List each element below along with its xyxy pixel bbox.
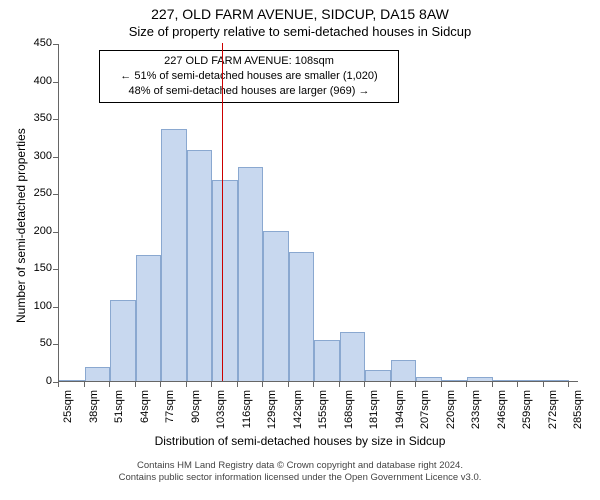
y-tick-label: 250	[24, 187, 52, 199]
x-tick-mark	[58, 382, 59, 387]
x-tick-label: 25sqm	[62, 390, 74, 444]
y-tick-mark	[53, 269, 58, 270]
y-tick-mark	[53, 119, 58, 120]
plot-area: 227 OLD FARM AVENUE: 108sqm ← 51% of sem…	[58, 44, 578, 382]
y-tick-label: 200	[24, 225, 52, 237]
histogram-bar	[391, 360, 417, 381]
x-tick-mark	[415, 382, 416, 387]
chart-footer: Contains HM Land Registry data © Crown c…	[0, 460, 600, 485]
x-tick-label: 207sqm	[419, 390, 431, 444]
x-tick-label: 259sqm	[521, 390, 533, 444]
histogram-bar	[467, 377, 493, 381]
x-tick-label: 155sqm	[317, 390, 329, 444]
histogram-bar	[416, 377, 442, 381]
y-tick-label: 350	[24, 112, 52, 124]
x-tick-mark	[568, 382, 569, 387]
x-tick-mark	[211, 382, 212, 387]
property-marker-line	[222, 43, 223, 381]
chart-subtitle: Size of property relative to semi-detach…	[0, 24, 600, 39]
x-tick-label: 77sqm	[164, 390, 176, 444]
histogram-bar	[136, 255, 162, 381]
y-tick-label: 450	[24, 37, 52, 49]
x-tick-mark	[492, 382, 493, 387]
annotation-line2: ← 51% of semi-detached houses are smalle…	[106, 69, 392, 84]
y-tick-mark	[53, 232, 58, 233]
x-tick-mark	[339, 382, 340, 387]
y-tick-mark	[53, 307, 58, 308]
histogram-bar	[314, 340, 340, 381]
y-tick-mark	[53, 82, 58, 83]
histogram-bar	[493, 380, 519, 381]
x-tick-mark	[109, 382, 110, 387]
histogram-bar	[263, 231, 289, 381]
y-tick-mark	[53, 194, 58, 195]
histogram-bar	[238, 167, 264, 381]
y-tick-mark	[53, 344, 58, 345]
annotation-box: 227 OLD FARM AVENUE: 108sqm ← 51% of sem…	[99, 50, 399, 103]
x-tick-mark	[543, 382, 544, 387]
y-tick-mark	[53, 157, 58, 158]
y-tick-label: 150	[24, 262, 52, 274]
x-tick-mark	[466, 382, 467, 387]
x-tick-label: 90sqm	[190, 390, 202, 444]
x-tick-mark	[84, 382, 85, 387]
y-tick-label: 300	[24, 150, 52, 162]
x-tick-label: 51sqm	[113, 390, 125, 444]
histogram-bar	[289, 252, 315, 381]
y-tick-label: 0	[24, 375, 52, 387]
histogram-bar	[187, 150, 213, 381]
chart-title: 227, OLD FARM AVENUE, SIDCUP, DA15 8AW	[0, 6, 600, 22]
x-tick-label: 220sqm	[445, 390, 457, 444]
x-tick-label: 103sqm	[215, 390, 227, 444]
histogram-bar	[212, 180, 238, 381]
histogram-bar	[365, 370, 391, 381]
x-tick-mark	[262, 382, 263, 387]
footer-line2: Contains public sector information licen…	[0, 472, 600, 484]
histogram-bar	[59, 380, 85, 381]
x-tick-label: 64sqm	[139, 390, 151, 444]
x-tick-mark	[390, 382, 391, 387]
x-tick-mark	[135, 382, 136, 387]
x-tick-label: 181sqm	[368, 390, 380, 444]
x-tick-label: 142sqm	[292, 390, 304, 444]
annotation-line3: 48% of semi-detached houses are larger (…	[106, 84, 392, 99]
x-tick-label: 116sqm	[241, 390, 253, 444]
histogram-bar	[442, 380, 468, 381]
histogram-bar	[110, 300, 136, 381]
y-tick-label: 50	[24, 337, 52, 349]
x-tick-label: 38sqm	[88, 390, 100, 444]
x-tick-label: 168sqm	[343, 390, 355, 444]
x-tick-mark	[517, 382, 518, 387]
y-tick-label: 400	[24, 75, 52, 87]
x-tick-mark	[288, 382, 289, 387]
y-tick-label: 100	[24, 300, 52, 312]
y-tick-mark	[53, 44, 58, 45]
x-tick-label: 194sqm	[394, 390, 406, 444]
histogram-bar	[544, 380, 570, 381]
x-tick-label: 233sqm	[470, 390, 482, 444]
x-tick-label: 129sqm	[266, 390, 278, 444]
histogram-bar	[161, 129, 187, 381]
x-tick-label: 285sqm	[572, 390, 584, 444]
x-tick-label: 272sqm	[547, 390, 559, 444]
x-tick-mark	[313, 382, 314, 387]
x-tick-mark	[186, 382, 187, 387]
x-tick-mark	[364, 382, 365, 387]
annotation-line1: 227 OLD FARM AVENUE: 108sqm	[106, 54, 392, 69]
x-tick-mark	[441, 382, 442, 387]
x-tick-label: 246sqm	[496, 390, 508, 444]
histogram-bar	[340, 332, 366, 381]
histogram-bar	[85, 367, 111, 381]
footer-line1: Contains HM Land Registry data © Crown c…	[0, 460, 600, 472]
x-tick-mark	[237, 382, 238, 387]
histogram-bar	[518, 380, 544, 381]
x-tick-mark	[160, 382, 161, 387]
